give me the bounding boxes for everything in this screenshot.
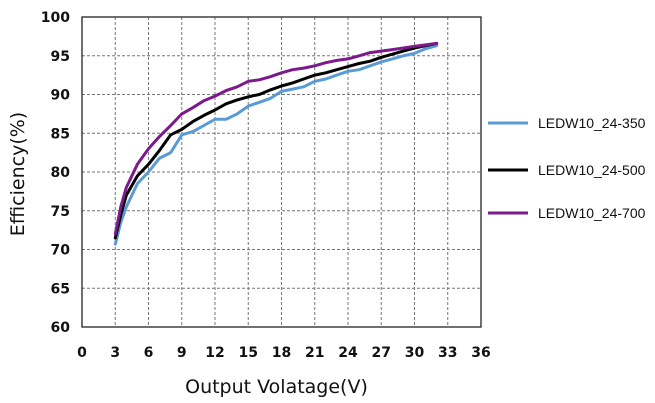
x-tick-label: 9 <box>177 345 187 361</box>
y-tick-label: 100 <box>41 10 70 26</box>
x-tick-label: 3 <box>110 345 120 361</box>
x-tick-label: 27 <box>372 345 391 361</box>
y-tick-label: 60 <box>51 320 71 336</box>
legend-label: LEDW10_24-350 <box>538 115 646 131</box>
y-tick-label: 65 <box>51 281 70 297</box>
x-tick-label: 6 <box>144 345 154 361</box>
y-tick-label: 95 <box>51 49 70 65</box>
y-tick-label: 90 <box>51 88 71 104</box>
axes <box>81 16 482 328</box>
x-tick-label: 15 <box>239 345 258 361</box>
x-tick-label: 36 <box>471 345 490 361</box>
y-tick-label: 85 <box>51 126 70 142</box>
x-tick-label: 24 <box>338 345 358 361</box>
series-line-2 <box>113 41 439 240</box>
y-axis-title: Efficiency(%) <box>7 112 29 236</box>
x-axis-title: Output Volatage(V) <box>185 376 368 398</box>
series-lines <box>113 41 439 246</box>
y-tick-label: 80 <box>51 165 71 181</box>
x-tick-label: 30 <box>405 345 425 361</box>
x-tick-label: 21 <box>305 345 324 361</box>
x-tick-label: 12 <box>205 345 224 361</box>
legend-label: LEDW10_24-500 <box>538 162 646 178</box>
y-tick-label: 75 <box>51 204 70 220</box>
y-tick-label: 70 <box>51 243 71 259</box>
series-line-1 <box>113 44 439 246</box>
series-line-3 <box>113 41 439 236</box>
plot-frame <box>81 16 482 328</box>
legend: LEDW10_24-350 LEDW10_24-500 LEDW10_24-700 <box>488 115 646 221</box>
tick-labels: 0 3 6 9 12 15 18 21 24 27 30 33 36606570758085909510… <box>41 10 491 361</box>
x-tick-label: 0 <box>77 345 87 361</box>
legend-label: LEDW10_24-700 <box>538 205 646 221</box>
x-tick-label: 18 <box>272 345 291 361</box>
x-tick-label: 33 <box>438 345 457 361</box>
